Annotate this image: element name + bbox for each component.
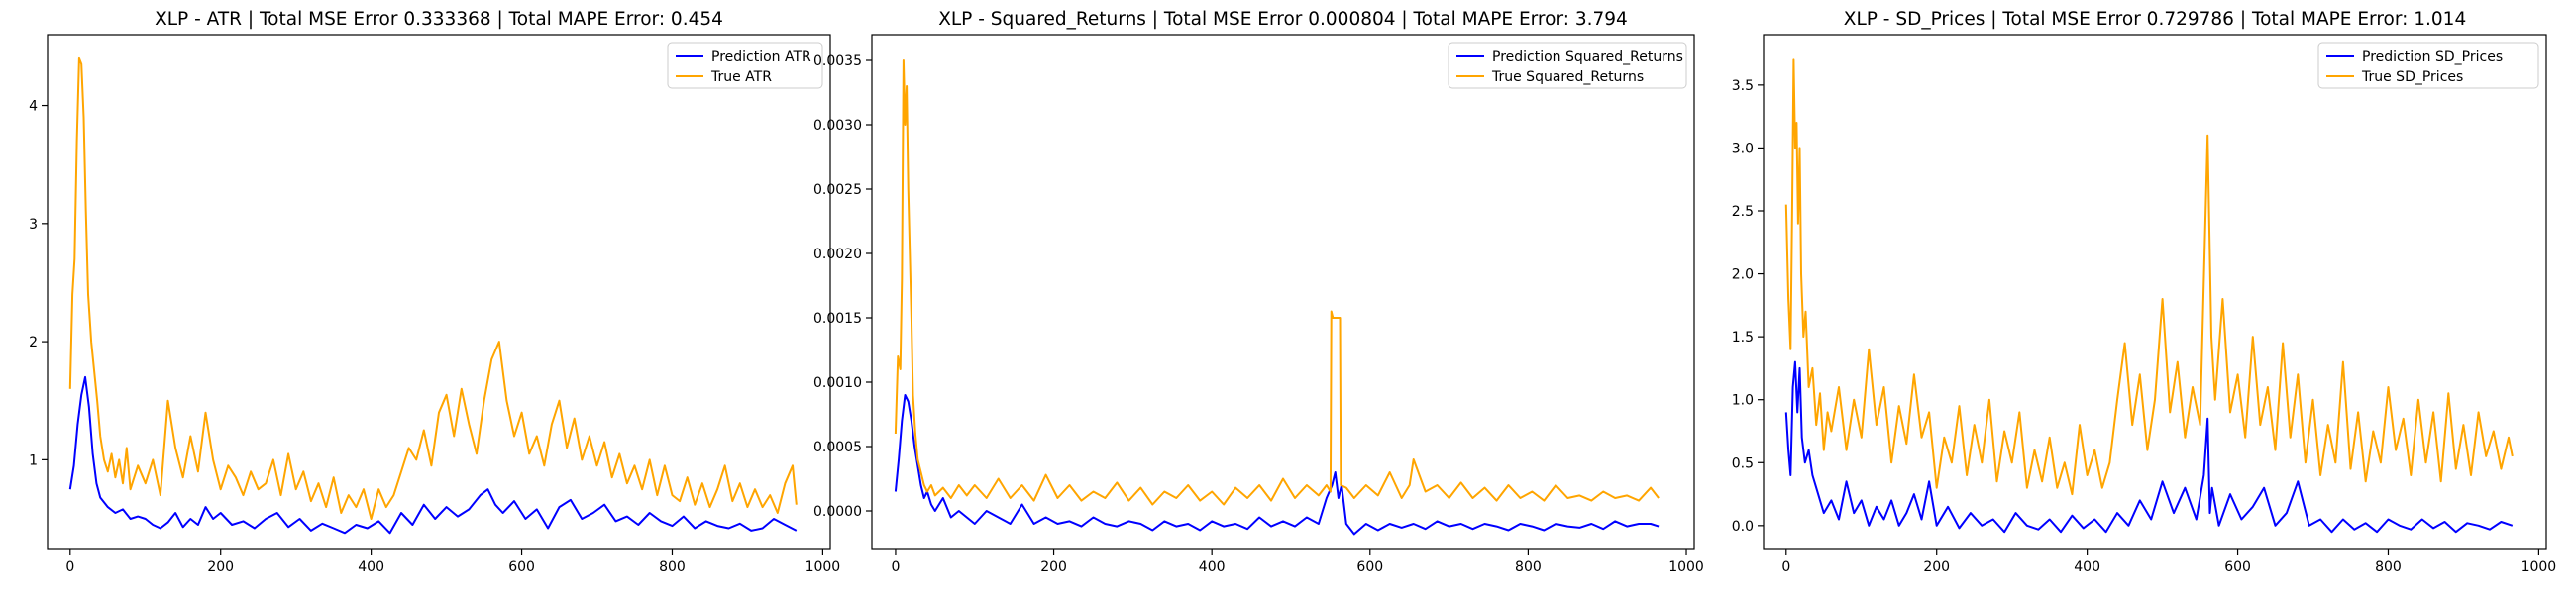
legend: Prediction Squared_Returns True Squared_R… [1448,42,1687,89]
y-tick-label: 0.0 [1732,519,1754,535]
y-tick-label: 0.0020 [813,247,862,262]
x-tick-label: 200 [1923,559,1950,575]
chart-panel-2: XLP - SD_Prices | Total MSE Error 0.7297… [1732,9,2556,575]
x-tick-label: 0 [65,559,74,575]
legend-box [1448,42,1687,89]
x-tick-label: 1000 [1668,559,1704,575]
x-tick-label: 400 [1199,559,1226,575]
legend-label: Prediction SD_Prices [2362,50,2503,65]
y-tick-label: 0.0005 [813,440,862,455]
x-tick-label: 800 [2375,559,2402,575]
y-tick-label: 1 [29,452,38,468]
y-tick-label: 2 [29,335,38,350]
series-line-true-atr [68,56,798,520]
x-tick-label: 200 [207,559,234,575]
series-group [68,56,798,535]
x-tick-label: 600 [2224,559,2251,575]
series-line-true-sd-prices [1784,58,2514,496]
y-tick-label: 0.0025 [813,182,862,198]
series-line-prediction-squared-returns [894,394,1660,536]
y-tick-label: 0.5 [1732,455,1754,471]
y-tick-label: 3 [29,217,38,233]
series-group [1784,58,2514,534]
chart-title: XLP - SD_Prices | Total MSE Error 0.7297… [1844,9,2466,30]
x-tick-label: 1000 [2522,559,2557,575]
legend-label: True Squared_Returns [1491,69,1644,85]
x-tick-label: 1000 [805,559,841,575]
x-tick-label: 800 [1515,559,1542,575]
y-tick-label: 1.0 [1732,393,1754,409]
y-tick-label: 0.0030 [813,118,862,134]
legend-box [667,42,823,89]
y-tick-label: 4 [29,99,38,115]
chart-title: XLP - ATR | Total MSE Error 0.333368 | T… [155,9,723,30]
y-tick-label: 2.5 [1732,204,1754,220]
plot-frame [871,34,1695,550]
legend-label: True SD_Prices [2361,69,2463,85]
x-tick-label: 600 [508,559,535,575]
legend: Prediction ATR True ATR [667,42,823,89]
series-group [894,59,1660,536]
x-tick-label: 400 [358,559,384,575]
chart-panel-1: XLP - Squared_Returns | Total MSE Error … [813,9,1704,575]
legend-label: Prediction ATR [711,50,811,65]
series-line-true-squared-returns [894,59,1660,506]
y-tick-label: 1.5 [1732,330,1754,346]
x-tick-label: 0 [891,559,900,575]
chart-title: XLP - Squared_Returns | Total MSE Error … [938,9,1628,30]
y-tick-label: 3.5 [1732,78,1754,94]
x-tick-label: 600 [1356,559,1383,575]
y-tick-label: 3.0 [1732,141,1754,156]
x-tick-label: 0 [1781,559,1790,575]
plot-frame [47,34,831,550]
y-tick-label: 0.0010 [813,375,862,391]
series-line-prediction-sd-prices [1784,360,2514,534]
series-line-prediction-atr [68,375,798,535]
legend: Prediction SD_Prices True SD_Prices [2317,42,2539,89]
y-tick-label: 0.0015 [813,311,862,327]
chart-panel-0: XLP - ATR | Total MSE Error 0.333368 | T… [29,9,840,575]
y-tick-label: 2.0 [1732,267,1754,283]
y-tick-label: 0.0035 [813,53,862,69]
x-tick-label: 200 [1040,559,1067,575]
y-tick-label: 0.0000 [813,504,862,520]
x-tick-label: 400 [2074,559,2100,575]
legend-label: Prediction Squared_Returns [1492,50,1683,65]
plot-frame [1763,34,2547,550]
legend-label: True ATR [710,69,772,85]
x-tick-label: 800 [659,559,686,575]
legend-box [2317,42,2539,89]
